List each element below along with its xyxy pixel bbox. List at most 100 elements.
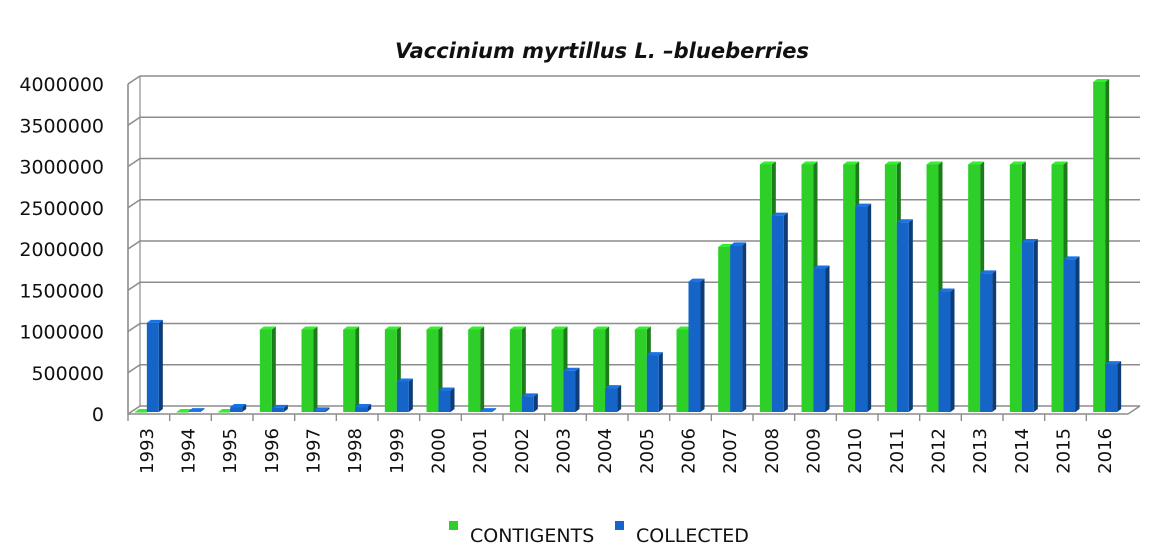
bar-side (1033, 239, 1038, 412)
bar-collected-1997 (313, 407, 330, 412)
gridline-side (127, 116, 141, 126)
bar-top (313, 407, 330, 411)
bar-top (271, 404, 288, 408)
bar-collected-1994 (188, 408, 205, 412)
y-tick-label: 3000000 (19, 157, 104, 179)
bar-front (271, 407, 284, 412)
y-tick-label: 2500000 (19, 198, 104, 220)
bar-side (867, 203, 872, 412)
y-tick-label: 3500000 (19, 115, 104, 137)
x-tick-label: 2001 (470, 428, 491, 474)
bar-side (783, 212, 788, 412)
chart-title: Vaccinium myrtillus L. –blueberries (395, 39, 809, 63)
bar-collected-1996 (271, 404, 288, 412)
bar-top (801, 161, 818, 165)
bar-top (771, 212, 788, 216)
bar-top (551, 326, 568, 330)
bar-side (200, 408, 205, 412)
gridline-side (127, 199, 141, 209)
bar-contigents-1996 (259, 326, 276, 412)
gridline-side (127, 240, 141, 250)
bar-collected-2012 (938, 288, 955, 412)
bar-collected-2009 (813, 265, 830, 412)
bar-top (896, 219, 913, 223)
bar-front (730, 245, 743, 412)
bar-side (742, 242, 747, 412)
x-tick-label: 2012 (929, 428, 950, 474)
bar-front (468, 329, 481, 412)
bar-front (396, 381, 409, 412)
bar-front (855, 206, 868, 412)
x-tick-label: 2010 (845, 428, 866, 474)
bar-top (730, 242, 747, 246)
bar-contigents-1998 (343, 326, 360, 412)
y-tick-label: 0 (92, 404, 104, 426)
bar-front (813, 268, 826, 412)
bar-top (521, 393, 538, 397)
x-tick-label: 2011 (887, 428, 908, 474)
bar-front (551, 329, 564, 412)
bar-top (759, 161, 776, 165)
bar-side (450, 387, 455, 412)
gridline-side (127, 157, 141, 168)
bar-top (688, 278, 705, 282)
bar-collected-1995 (230, 404, 247, 412)
bar-front (884, 164, 897, 412)
bar-side (533, 393, 538, 412)
legend-item-collected: COLLECTED (615, 521, 749, 547)
bar-side (617, 385, 622, 412)
gridline-side (127, 281, 141, 291)
bar-front (355, 407, 368, 412)
bar-side (992, 270, 997, 412)
bar-front (593, 329, 606, 412)
bar-top (968, 161, 985, 165)
bar-side (521, 326, 526, 412)
bar-top (813, 265, 830, 269)
bar-top (646, 352, 663, 356)
bar-front (438, 390, 451, 412)
bar-top (343, 326, 360, 330)
bar-side (408, 378, 413, 412)
bar-side (283, 404, 288, 412)
bar-top (980, 270, 997, 274)
bar-side (658, 352, 663, 412)
x-tick-label: 2009 (804, 428, 825, 474)
bar-front (563, 370, 576, 412)
bar-front (1093, 82, 1106, 412)
bar-collected-2002 (521, 393, 538, 412)
bar-top (188, 408, 205, 412)
bar-front (968, 164, 981, 412)
x-tick-label: 2007 (720, 428, 741, 474)
bar-side (313, 326, 318, 412)
bar-side (700, 278, 705, 412)
x-tick-label: 2014 (1012, 428, 1033, 474)
bar-front (676, 329, 689, 412)
bar-top (843, 161, 860, 165)
bar-side (325, 407, 330, 412)
bar-front (509, 329, 522, 412)
bar-front (301, 329, 314, 412)
bar-side (908, 219, 913, 412)
bar-front (176, 412, 189, 413)
bar-front (771, 215, 784, 412)
bar-side (158, 319, 163, 412)
bar-front (1105, 364, 1118, 412)
bar-top (480, 408, 497, 412)
bar-side (1105, 79, 1110, 412)
bar-front (1021, 242, 1034, 412)
x-tick-label: 1994 (179, 428, 200, 474)
y-tick-label: 1500000 (19, 280, 104, 302)
bar-top (1021, 239, 1038, 243)
bar-front (646, 355, 659, 412)
bar-collected-2007 (730, 242, 747, 412)
bar-top (230, 404, 247, 408)
bar-contigents-1997 (301, 326, 318, 412)
x-tick-label: 2003 (554, 428, 575, 474)
bar-front (759, 164, 772, 412)
bar-front (218, 412, 231, 413)
legend-item-contigents: CONTIGENTS (449, 521, 594, 547)
bar-top (605, 385, 622, 389)
bar-top (1105, 361, 1122, 365)
bar-collected-2006 (688, 278, 705, 412)
y-tick-label: 4000000 (19, 74, 104, 96)
